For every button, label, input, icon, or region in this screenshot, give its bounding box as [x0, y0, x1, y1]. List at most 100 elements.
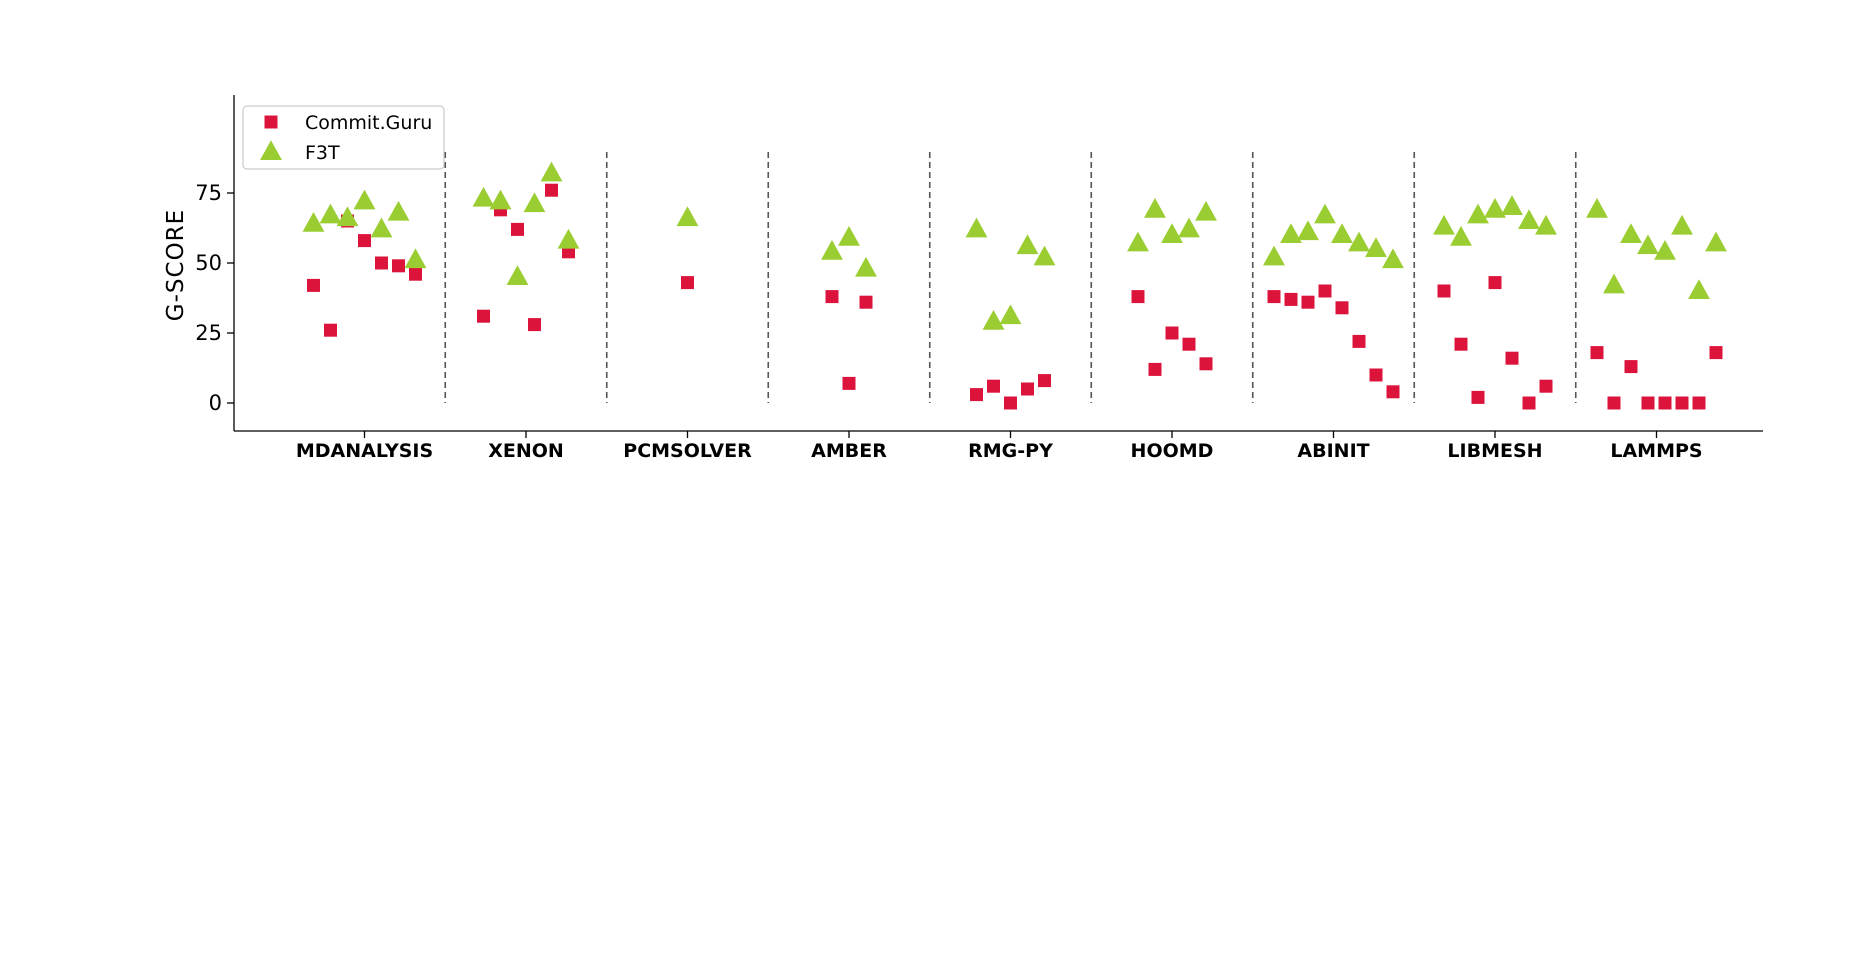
data-point-triangle [1365, 237, 1387, 257]
category-label: LIBMESH [1447, 440, 1542, 462]
legend-frame [242, 105, 445, 170]
data-point-square [1165, 326, 1179, 340]
legend: Commit.Guru F3T [242, 105, 445, 170]
data-point-triangle [855, 256, 877, 277]
data-point-triangle [1382, 248, 1404, 269]
category-label: AMBER [811, 440, 887, 462]
data-point-triangle [838, 226, 860, 246]
data-point-triangle [1314, 203, 1336, 224]
data-point-square [1369, 368, 1383, 382]
y-tick-label: 25 [195, 321, 222, 345]
data-point-triangle [999, 304, 1022, 325]
data-point-square [1539, 379, 1553, 393]
data-point-square [1199, 357, 1213, 371]
data-point-triangle [821, 240, 843, 260]
data-point-triangle [1016, 234, 1039, 255]
category-label: HOOMD [1131, 440, 1214, 462]
category-label: MDANALYSIS [296, 440, 433, 462]
data-point-triangle [1484, 198, 1506, 218]
data-point-square [1267, 290, 1281, 304]
data-point-square [970, 388, 983, 402]
data-point-triangle [1620, 223, 1642, 243]
data-point-square [1335, 301, 1349, 315]
data-point-square [1709, 346, 1723, 360]
data-point-triangle [1671, 214, 1693, 235]
data-point-square [1692, 396, 1706, 410]
data-point-triangle [965, 217, 988, 238]
data-point-triangle [557, 228, 580, 249]
data-point-square [842, 376, 856, 390]
data-point-triangle [387, 200, 410, 221]
category-label: XENON [488, 440, 564, 462]
data-point-square [1590, 346, 1604, 360]
data-point-triangle [1603, 273, 1625, 294]
data-point-triangle [676, 206, 699, 227]
y-tick-label: 75 [195, 181, 222, 205]
data-point-triangle [489, 189, 512, 210]
y-tick-label: 0 [209, 391, 222, 415]
data-point-triangle [982, 310, 1005, 330]
data-point-square [1675, 396, 1689, 410]
data-point-square [1488, 276, 1502, 290]
data-point-square [1352, 334, 1366, 348]
data-point-square [1505, 351, 1519, 365]
data-point-square [1386, 385, 1400, 399]
data-point-triangle [1280, 223, 1302, 243]
data-point-square [1522, 396, 1536, 410]
x-ticks: MDANALYSIS XENON PCMSOLVER AMBER RMG-PY HOOMD… [296, 431, 1703, 462]
data-point-square [1148, 362, 1162, 376]
data-point-square [392, 259, 405, 273]
data-point-square [859, 295, 873, 309]
data-point-square [825, 290, 839, 304]
category-label: LAMMPS [1610, 440, 1702, 462]
legend-entry-label: Commit.Guru [305, 112, 432, 134]
legend-entry-label: F3T [305, 142, 340, 164]
category-label: ABINIT [1297, 440, 1369, 462]
data-point-triangle [1033, 245, 1056, 266]
data-point-triangle [404, 248, 427, 269]
data-point-triangle [1654, 240, 1676, 260]
data-point-square [1471, 390, 1485, 404]
data-point-square [1641, 396, 1655, 410]
data-point-square [1038, 374, 1051, 388]
data-point-triangle [353, 189, 376, 210]
data-point-square [528, 318, 541, 332]
data-point-square [264, 115, 278, 129]
data-point-square [1318, 284, 1332, 298]
data-point-triangle [1637, 234, 1659, 255]
data-point-square [409, 267, 422, 281]
data-point-triangle [1467, 203, 1489, 224]
category-label: PCMSOLVER [623, 440, 752, 462]
data-point-triangle [1144, 198, 1166, 218]
data-point-square [358, 234, 371, 248]
data-point-triangle [1195, 200, 1217, 221]
data-point-square [1658, 396, 1672, 410]
data-point-triangle [472, 186, 495, 207]
data-point-triangle [506, 265, 529, 285]
data-point-square [375, 256, 388, 270]
data-point-triangle [523, 192, 546, 213]
data-point-square [1021, 382, 1034, 396]
y-axis-title: G-SCORE [163, 209, 189, 321]
data-point-triangle [1178, 217, 1200, 238]
data-point-square [511, 222, 524, 236]
data-point-square [1182, 337, 1196, 351]
data-point-triangle [1127, 231, 1149, 252]
y-ticks: 0 25 50 75 [195, 181, 234, 415]
data-point-triangle [1297, 220, 1319, 241]
data-point-square [545, 183, 558, 197]
data-point-triangle [1705, 231, 1727, 252]
data-point-triangle [1450, 226, 1472, 246]
data-point-square [1131, 290, 1145, 304]
data-point-square [1454, 337, 1468, 351]
data-point-triangle [1348, 231, 1370, 252]
data-point-triangle [319, 203, 342, 224]
data-point-triangle [1535, 214, 1557, 235]
category-separators [444, 152, 1577, 403]
data-point-triangle [1586, 198, 1608, 218]
data-point-triangle [1518, 209, 1540, 229]
data-point-square [1607, 396, 1621, 410]
data-point-square [1284, 292, 1298, 306]
data-point-square [477, 309, 490, 323]
